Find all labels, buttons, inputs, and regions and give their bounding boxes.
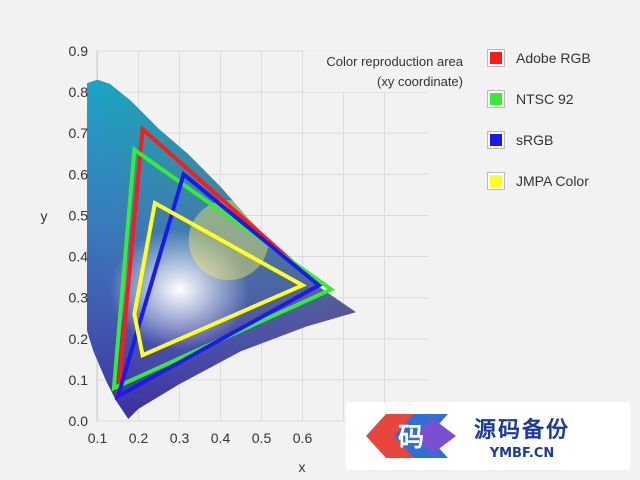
x-tick-label: 0.6 — [293, 430, 313, 446]
x-tick-label: 0.4 — [211, 430, 231, 446]
y-tick-label: 0.2 — [69, 331, 89, 347]
x-axis-label: x — [299, 459, 306, 475]
annotation-line-2: (xy coordinate) — [377, 74, 463, 89]
x-tick-label: 0.1 — [88, 430, 108, 446]
x-tick-label: 0.3 — [170, 430, 190, 446]
y-tick-label: 0.7 — [69, 125, 89, 141]
legend: Adobe RGB NTSC 92 sRGB JMPA Color — [488, 48, 591, 212]
legend-swatch — [488, 173, 504, 189]
y-tick-label: 0.3 — [69, 290, 89, 306]
legend-label: Adobe RGB — [516, 50, 591, 66]
y-tick-label: 0.5 — [69, 207, 89, 223]
annotation: Color reproduction area (xy coordinate) — [304, 50, 466, 92]
legend-label: NTSC 92 — [516, 91, 574, 107]
y-tick-label: 0.4 — [69, 249, 89, 265]
watermark-main-text: 源码备份 — [474, 416, 571, 443]
legend-item-srgb: sRGB — [488, 130, 591, 150]
x-tick-label: 0.2 — [129, 430, 149, 446]
y-tick-label: 0.0 — [69, 413, 89, 429]
legend-label: sRGB — [516, 132, 554, 148]
watermark-logo: 码 — [356, 406, 466, 466]
legend-swatch — [488, 50, 504, 66]
y-axis-label: y — [41, 208, 48, 224]
gamut-triangles — [111, 124, 336, 401]
gamut-jmpa-color — [132, 199, 307, 359]
watermark-logo-char: 码 — [398, 423, 424, 453]
y-tick-label: 0.1 — [69, 372, 89, 388]
y-tick-label: 0.9 — [69, 43, 89, 59]
legend-item-adobe-rgb: Adobe RGB — [488, 48, 591, 68]
watermark: 码 源码备份 YMBF.CN — [346, 402, 630, 470]
x-tick-labels: 0.1 0.2 0.3 0.4 0.5 0.6 — [88, 430, 313, 446]
locus-yellow-region — [188, 200, 269, 281]
gamut-srgb — [114, 170, 323, 401]
legend-item-jmpa-color: JMPA Color — [488, 171, 591, 191]
y-tick-label: 0.8 — [69, 84, 89, 100]
watermark-sub-text: YMBF.CN — [489, 445, 555, 461]
legend-item-ntsc-92: NTSC 92 — [488, 89, 591, 109]
legend-swatch — [488, 91, 504, 107]
legend-swatch — [488, 132, 504, 148]
annotation-line-1: Color reproduction area — [326, 54, 463, 69]
legend-label: JMPA Color — [516, 173, 589, 189]
y-tick-label: 0.6 — [69, 166, 89, 182]
y-tick-labels: 0.0 0.1 0.2 0.3 0.4 0.5 0.6 0.7 0.8 0.9 — [69, 43, 89, 429]
x-tick-label: 0.5 — [252, 430, 272, 446]
